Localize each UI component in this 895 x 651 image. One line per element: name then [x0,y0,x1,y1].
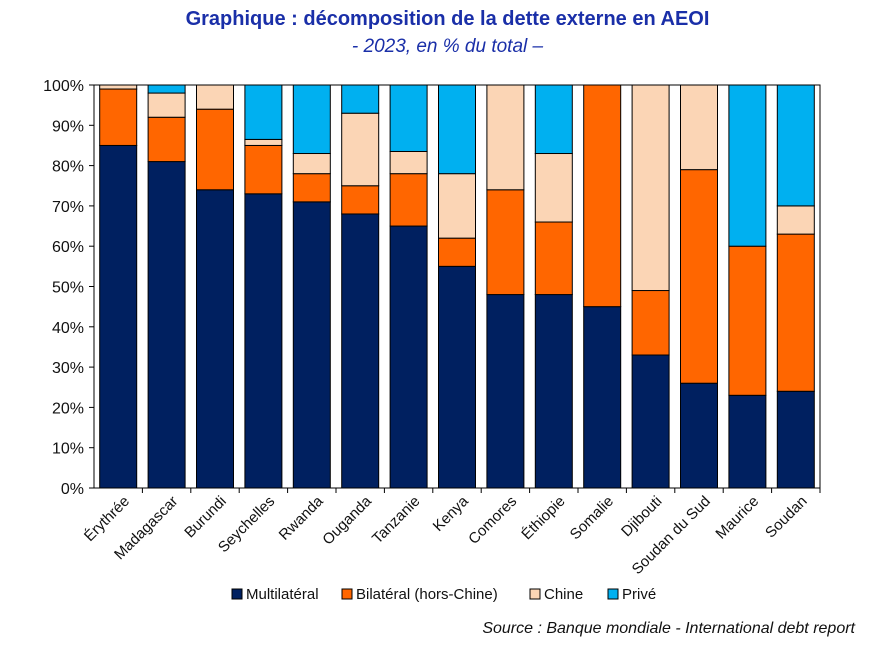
bar-segment [99,84,138,90]
y-tick-label: 30% [52,360,84,377]
legend-swatch [341,588,353,600]
legend-swatch [607,588,619,600]
bar-segment [389,84,428,152]
bar-segment [147,116,186,163]
x-tick-label: Ouganda [319,492,375,548]
bar-segment [631,84,670,292]
x-tick-label: Comores [465,493,520,548]
y-tick-label: 10% [52,441,84,458]
bar-segment [196,84,234,110]
bar-segment [776,390,815,489]
bar-segment [534,153,573,223]
bar-segment [99,144,138,489]
x-tick-label: Maurice [712,493,762,543]
bar-segment [486,294,525,489]
bar-segment [728,245,767,396]
x-tick-label: Burundi [181,493,230,542]
bar-segment [389,150,428,175]
y-tick-label: 20% [52,400,84,417]
x-tick-label: Djibouti [618,493,665,540]
bar-segment [244,84,283,140]
bar-segment [244,138,283,146]
x-tick-label: Kenya [430,492,473,535]
bar-segment [147,84,186,94]
bar-segment [486,84,525,191]
legend-label: Privé [622,586,656,603]
bar-segment [534,84,573,155]
y-tick-label: 80% [52,159,84,176]
y-tick-label: 70% [52,199,84,216]
chart-title: Graphique : décomposition de la dette ex… [185,8,710,30]
bar-segment [341,112,380,187]
bar-segment [438,265,476,489]
legend-swatch [231,588,243,600]
y-tick-label: 100% [43,78,84,95]
bar-segment [244,144,283,195]
bar-segment [99,88,138,146]
bar-segment [776,84,815,207]
bar-segment [292,173,331,203]
bar-segment [776,233,815,392]
bar-segment [631,290,670,356]
bar-segment [292,201,331,489]
bar-segment [196,189,234,489]
y-tick-label: 50% [52,280,84,297]
bar-segment [438,237,476,267]
x-tick-label: Somalie [567,493,617,543]
bar-segment [196,108,234,191]
bar-segment [438,173,476,239]
bar-segment [728,84,767,247]
bar-segment [680,382,718,489]
bar-segment [341,84,380,114]
bar-segment [776,205,815,235]
bar-segment [147,92,186,118]
legend-label: Multilatéral [246,586,319,603]
bar-segment [389,173,428,227]
bar-segment [583,84,622,308]
bar-segment [486,189,525,296]
bar-segment [341,185,380,215]
legend-label: Bilatéral (hors-Chine) [356,586,498,603]
x-tick-label: Éthiopie [518,493,568,543]
bar-group [99,84,821,493]
bar-segment [438,84,476,175]
bar-segment [631,354,670,489]
y-tick-label: 90% [52,118,84,135]
y-tick-label: 40% [52,320,84,337]
legend-swatch [529,588,541,600]
bar-segment [292,84,331,155]
bar-segment [534,294,573,489]
bar-segment [728,394,767,489]
bar-segment [583,306,622,489]
bar-segment [147,161,186,489]
bar-segment [680,84,718,171]
bar-segment [680,169,718,384]
chart-source: Source : Banque mondiale - International… [482,620,855,637]
legend: Multilatéral Bilatéral (hors-Chine) Chine P… [231,586,656,603]
bar-segment [244,193,283,489]
y-tick-label: 0% [61,481,84,498]
chart-subtitle: - 2023, en % du total – [351,36,544,57]
x-tick-label: Tanzanie [369,493,423,547]
bar-segment [341,213,380,489]
bar-segment [389,225,428,489]
legend-label: Chine [544,586,583,603]
bar-segment [292,153,331,175]
bar-segment [534,221,573,296]
x-tick-label: Soudan [762,493,811,542]
y-tick-label: 60% [52,239,84,256]
